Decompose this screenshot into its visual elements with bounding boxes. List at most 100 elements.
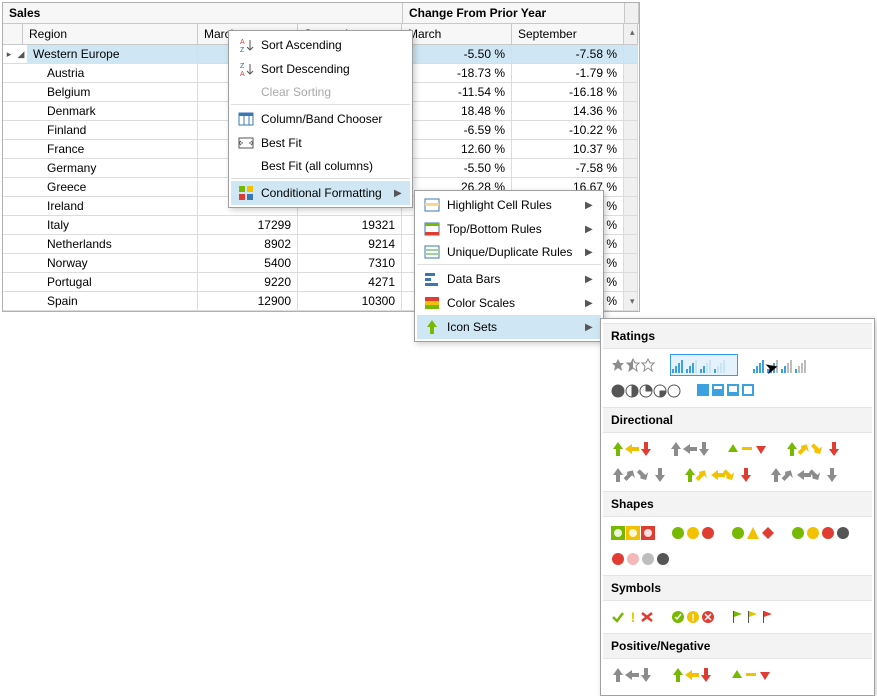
symbols-options: ! ! <box>603 601 872 633</box>
indent-spacer <box>23 102 43 121</box>
group-change-march: -5.50 % <box>402 45 512 64</box>
submenu-arrow-icon: ▶ <box>585 322 595 333</box>
scroll-track[interactable] <box>624 197 638 216</box>
menu-item-iconsets[interactable]: Icon Sets▶ <box>417 315 601 339</box>
tb-icon <box>421 220 443 238</box>
iconset-signal-bars-gray[interactable] <box>753 355 817 375</box>
cell-region: Austria <box>43 64 198 83</box>
iconset-circles-4[interactable] <box>791 523 849 543</box>
iconset-arrows-4color[interactable] <box>785 439 841 459</box>
iconset-quarters[interactable] <box>611 381 681 401</box>
col-change-sept[interactable]: September <box>512 24 624 45</box>
iconset-posneg-arrows-color[interactable] <box>671 665 715 685</box>
cell-change-march: -11.54 % <box>402 83 512 102</box>
cell-change-march: -6.59 % <box>402 121 512 140</box>
col-change-march[interactable]: March <box>402 24 512 45</box>
iconset-arrows-4gray[interactable] <box>611 465 667 485</box>
scroll-track[interactable] <box>624 121 638 140</box>
submenu-arrow-icon: ▶ <box>585 200 595 211</box>
svg-text:Z: Z <box>240 47 245 53</box>
indent-spacer <box>3 121 23 140</box>
iconset-arrows-3color[interactable] <box>611 439 653 459</box>
indent-spacer <box>3 178 23 197</box>
menu-item-topbottom[interactable]: Top/Bottom Rules▶ <box>417 217 601 241</box>
cell-region: Greece <box>43 178 198 197</box>
scroll-track[interactable] <box>624 254 638 273</box>
group-label: Western Europe <box>27 45 197 64</box>
iconset-signal-bars-blue[interactable] <box>671 355 737 375</box>
scroll-track[interactable] <box>624 64 638 83</box>
svg-text:Z: Z <box>240 63 245 70</box>
cell-sales-sept: 4271 <box>298 273 402 292</box>
expand-collapse-icon[interactable]: ◢ <box>15 49 27 60</box>
iconset-arrows-5color[interactable] <box>683 465 753 485</box>
scroll-track[interactable] <box>624 273 638 292</box>
svg-text:A: A <box>240 39 245 46</box>
iconset-arrows-3gray[interactable] <box>669 439 711 459</box>
indent-spacer <box>3 235 23 254</box>
iconset-signs-3[interactable] <box>731 523 775 543</box>
scroll-track[interactable]: ▾ <box>624 292 638 311</box>
iconset-stars[interactable] <box>611 355 655 375</box>
menu-item-best_fit_all[interactable]: Best Fit (all columns) <box>231 155 410 179</box>
iconset-posneg-triangles[interactable] <box>731 665 775 685</box>
scroll-track[interactable] <box>624 140 638 159</box>
hc-icon <box>421 196 443 214</box>
cell-change-sept: -7.58 % <box>512 159 624 178</box>
iconset-flags[interactable] <box>731 607 775 627</box>
menu-item-sort_asc[interactable]: AZ Sort Ascending <box>231 33 410 57</box>
cell-sales-sept: 19321 <box>298 216 402 235</box>
scroll-track[interactable] <box>624 216 638 235</box>
indent-spacer <box>3 254 23 273</box>
iconset-trafficlight-boxed[interactable] <box>611 523 655 543</box>
cell-change-march: -18.73 % <box>402 64 512 83</box>
band-sales[interactable]: Sales <box>3 3 403 24</box>
menu-label: Conditional Formatting <box>261 186 394 200</box>
iconset-arrows-5gray[interactable] <box>769 465 839 485</box>
menu-item-cond_fmt[interactable]: Conditional Formatting▶ <box>231 181 410 205</box>
submenu-arrow-icon: ▶ <box>585 224 595 235</box>
menu-item-colorscales[interactable]: Color Scales▶ <box>417 291 601 315</box>
menu-item-best_fit[interactable]: Best Fit <box>231 131 410 155</box>
cell-change-sept: 10.37 % <box>512 140 624 159</box>
menu-item-databars[interactable]: Data Bars▶ <box>417 267 601 291</box>
iconset-triangles-3[interactable] <box>727 439 769 459</box>
menu-label: Best Fit (all columns) <box>261 159 394 173</box>
menu-label: Column/Band Chooser <box>261 112 394 126</box>
iconset-boxes[interactable] <box>697 381 755 401</box>
band-change[interactable]: Change From Prior Year <box>403 3 625 24</box>
column-context-menu: AZSort AscendingZASort DescendingClear S… <box>228 30 413 208</box>
menu-item-sort_desc[interactable]: ZASort Descending <box>231 57 410 81</box>
iconset-posneg-arrows-gray[interactable] <box>611 665 655 685</box>
menu-label: Icon Sets <box>447 320 585 334</box>
cell-sales-march: 12900 <box>198 292 298 311</box>
iconset-circles-3[interactable] <box>671 523 715 543</box>
iconset-redtoblack[interactable] <box>611 549 669 569</box>
scroll-track[interactable] <box>624 83 638 102</box>
cell-sales-march: 17299 <box>198 216 298 235</box>
is-icon <box>421 318 443 336</box>
menu-item-highlight[interactable]: Highlight Cell Rules▶ <box>417 193 601 217</box>
scroll-up-button[interactable]: ▴ <box>624 24 638 45</box>
scroll-track[interactable] <box>624 235 638 254</box>
db-icon <box>421 270 443 288</box>
sort-desc-icon: ZA <box>235 60 257 78</box>
scroll-track[interactable] <box>624 45 638 64</box>
iconset-symbols-uncircled[interactable]: ! <box>611 607 655 627</box>
scroll-track[interactable] <box>624 102 638 121</box>
scroll-track[interactable] <box>624 159 638 178</box>
scroll-track[interactable] <box>624 178 638 197</box>
menu-item-unique[interactable]: Unique/Duplicate Rules▶ <box>417 241 601 265</box>
menu-item-col_chooser[interactable]: Column/Band Chooser <box>231 107 410 131</box>
submenu-arrow-icon: ▶ <box>585 274 595 285</box>
cell-region: Belgium <box>43 83 198 102</box>
menu-label: Clear Sorting <box>261 85 394 99</box>
menu-label: Sort Ascending <box>261 38 394 52</box>
col-region[interactable]: Region <box>23 24 198 45</box>
indent-spacer <box>3 197 23 216</box>
cf-icon <box>235 184 257 202</box>
cs-icon <box>421 294 443 312</box>
iconset-symbols-circled[interactable]: ! <box>671 607 715 627</box>
section-posneg: Positive/Negative <box>603 633 872 659</box>
indent-spacer <box>3 102 23 121</box>
